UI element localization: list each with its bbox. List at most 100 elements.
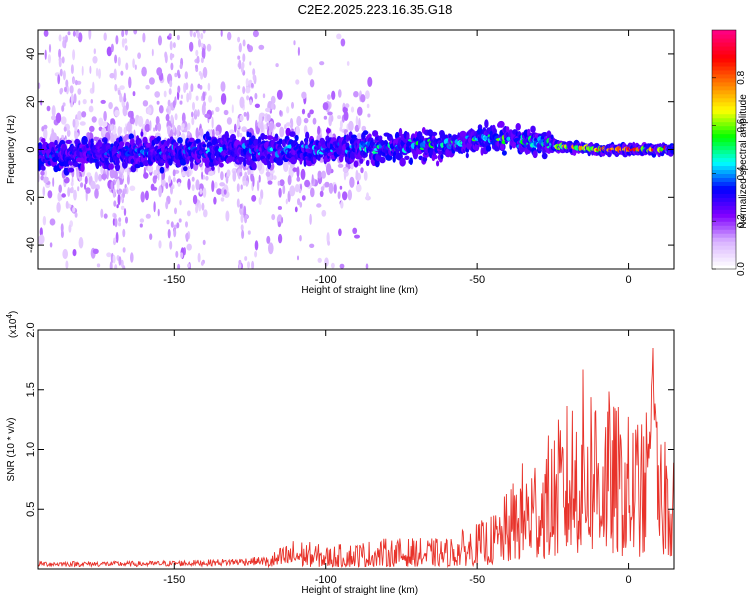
streak-cell: [202, 91, 206, 102]
noise-cell: [149, 120, 152, 131]
streak-cell: [63, 126, 67, 132]
streak-cell: [62, 70, 66, 81]
bottom-x-tick-label: -50: [469, 574, 485, 586]
band-cell: [219, 162, 224, 168]
noise-cell: [354, 124, 360, 132]
band-cell: [505, 126, 510, 133]
noise-cell: [91, 116, 97, 123]
noise-cell: [276, 89, 283, 100]
band-cell: [409, 157, 413, 165]
band-cell: [497, 120, 505, 128]
streak-cell: [58, 58, 62, 68]
noise-cell: [120, 205, 125, 211]
noise-cell: [295, 79, 300, 85]
colorbar-segment: [712, 81, 736, 87]
streak-cell: [236, 118, 240, 129]
noise-cell: [270, 95, 276, 105]
noise-cell: [46, 105, 51, 112]
noise-cell: [78, 100, 81, 106]
streak-cell: [169, 52, 173, 61]
noise-cell: [338, 89, 342, 98]
noise-cell: [161, 179, 167, 187]
streak-cell: [178, 218, 182, 223]
colorbar-segment: [712, 129, 736, 135]
noise-cell: [201, 171, 204, 180]
noise-cell: [143, 172, 149, 179]
noise-cell: [346, 61, 350, 66]
band-cell: [256, 156, 261, 162]
streak-cell: [188, 90, 192, 101]
streak-cell: [167, 125, 171, 135]
noise-cell: [361, 125, 367, 132]
noise-cell: [250, 172, 254, 182]
streak-cell: [117, 89, 121, 96]
colorbar-segment: [712, 121, 736, 127]
noise-cell: [158, 105, 164, 114]
noise-cell: [295, 125, 301, 137]
streak-cell: [72, 118, 76, 128]
noise-cell: [367, 76, 373, 87]
noise-cell: [211, 116, 214, 129]
noise-cell: [324, 181, 330, 188]
band-cell: [156, 136, 161, 142]
streak-cell: [195, 49, 199, 57]
noise-cell: [84, 183, 87, 190]
colorbar-segment: [712, 193, 736, 198]
colorbar-frame: [711, 29, 737, 270]
noise-cell: [139, 223, 143, 228]
band-cell: [211, 166, 215, 171]
noise-cell: [347, 189, 352, 201]
noise-cell: [96, 263, 101, 268]
noise-cell: [76, 167, 79, 179]
streak-cell: [242, 180, 246, 186]
noise-cell: [360, 167, 364, 174]
noise-cell: [216, 188, 223, 195]
streak-cell: [172, 169, 176, 177]
noise-cell: [271, 103, 274, 110]
streak-cell: [113, 237, 117, 242]
noise-cell: [148, 77, 155, 85]
noise-cell: [299, 235, 302, 242]
top-y-tick-label: 20: [25, 96, 37, 108]
band-cell: [224, 131, 229, 140]
noise-cell: [254, 103, 260, 109]
noise-cell: [236, 183, 240, 193]
streak-cell: [110, 43, 114, 53]
noise-cell: [49, 218, 56, 226]
colorbar: 0.0 0.2 0.4 0.6 0.8 Normalized spectral ampli…: [711, 29, 749, 276]
noise-cell: [144, 190, 149, 201]
streak-cell: [195, 95, 199, 101]
streak-cell: [247, 168, 251, 176]
noise-cell: [317, 125, 321, 136]
top-y-tick-label: -40: [25, 237, 37, 253]
band-cell: [484, 119, 489, 129]
noise-cell: [66, 129, 71, 137]
noise-cell: [239, 114, 244, 122]
noise-cell: [205, 175, 209, 181]
streak-cell: [200, 260, 204, 266]
band-cell: [114, 163, 121, 172]
noise-cell: [336, 33, 342, 40]
streak-cell: [172, 124, 176, 133]
streak-cell: [126, 174, 130, 185]
noise-cell: [299, 201, 303, 208]
streak-cell: [72, 78, 76, 84]
noise-cell: [201, 47, 206, 60]
colorbar-segment: [712, 233, 736, 238]
streak-cell: [242, 39, 246, 47]
noise-cell: [365, 263, 369, 269]
noise-cell: [134, 64, 137, 70]
streak-cell: [112, 188, 116, 198]
noise-cell: [343, 110, 349, 121]
noise-cell: [287, 175, 292, 186]
noise-cell: [226, 117, 232, 125]
noise-cell: [139, 218, 145, 223]
noise-cell: [106, 252, 112, 258]
noise-cell: [337, 115, 342, 120]
noise-cell: [100, 166, 104, 175]
streak-cell: [123, 126, 127, 135]
noise-cell: [101, 173, 107, 180]
streak-cell: [118, 190, 121, 195]
band-cell: [65, 139, 72, 144]
band-cell: [54, 139, 58, 146]
